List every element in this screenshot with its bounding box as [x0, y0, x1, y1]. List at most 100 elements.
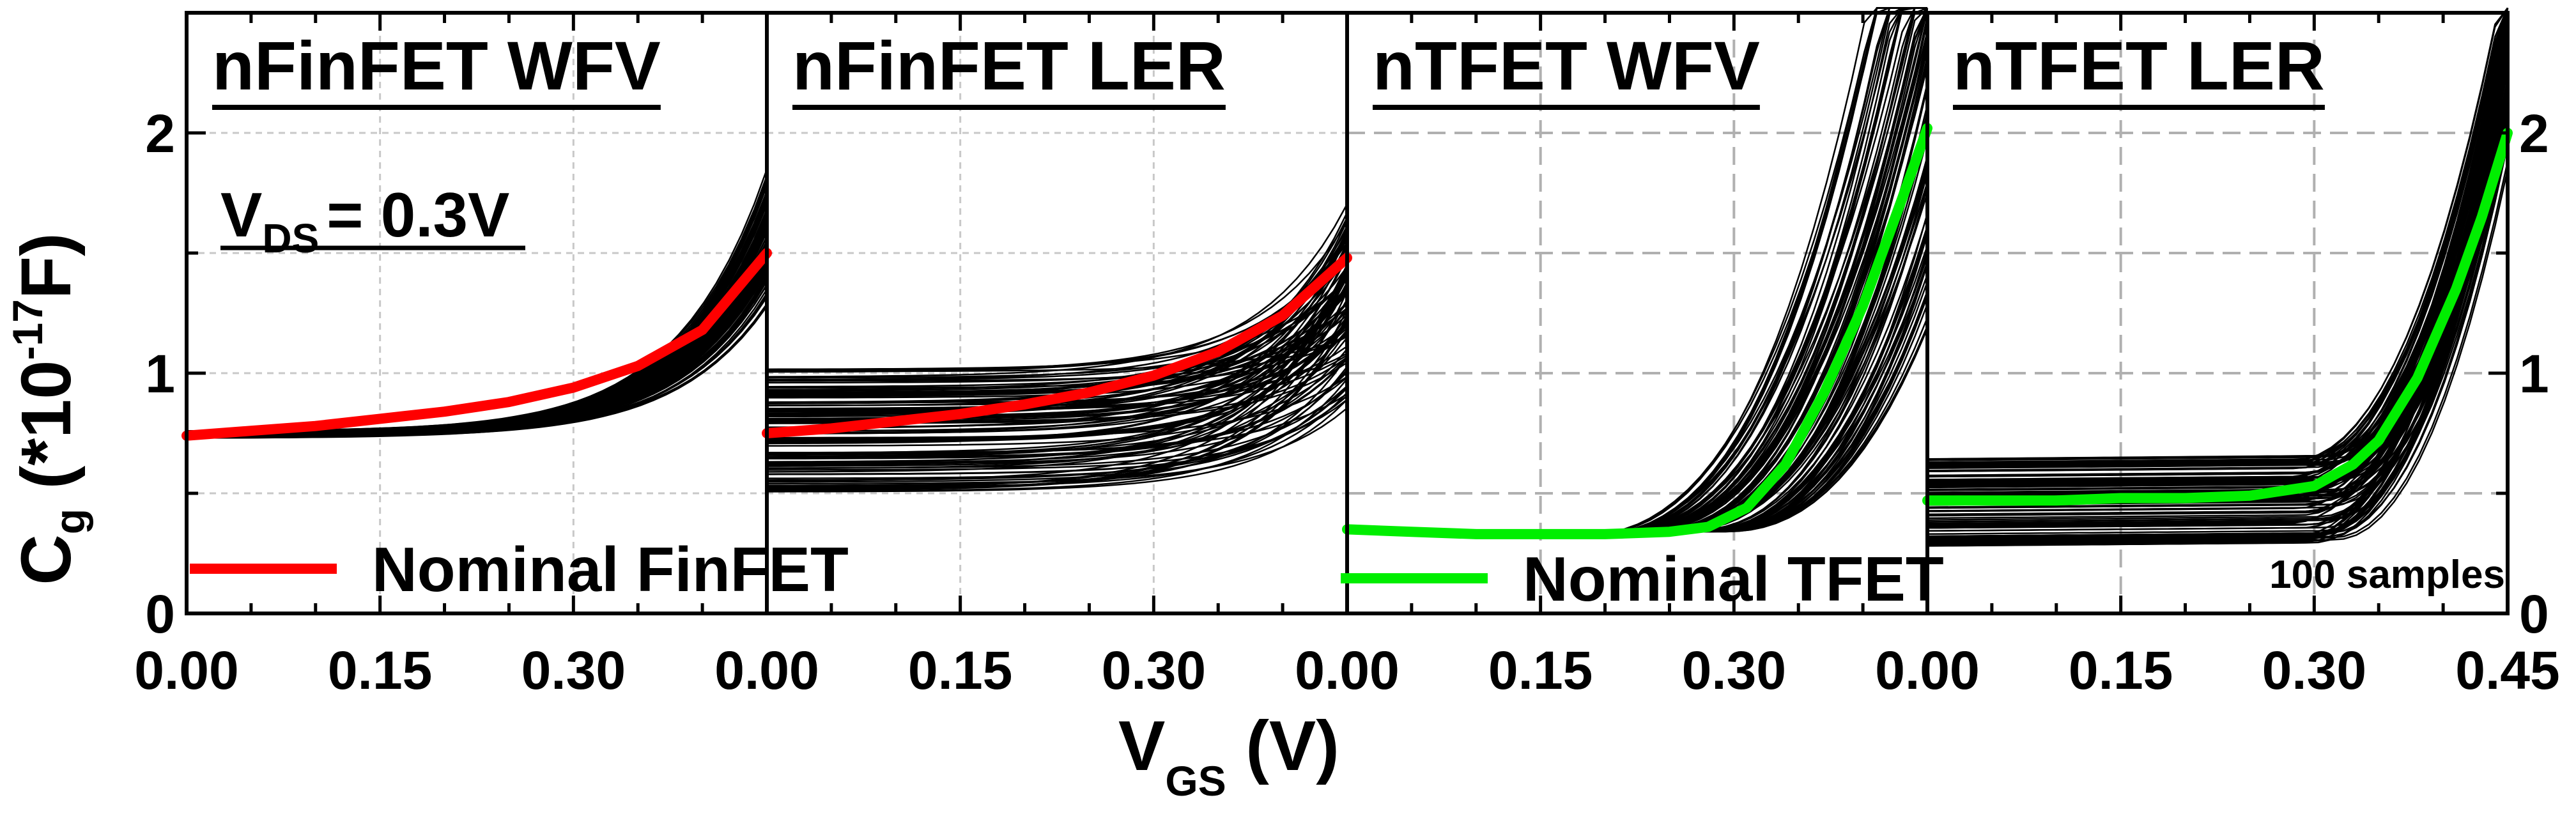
sample-curve-3-43 — [1927, 55, 2509, 461]
sample-curve-1-81 — [766, 355, 1348, 412]
sample-curve-1-94 — [767, 378, 1348, 492]
x-tick-label: 0.00 — [1295, 640, 1400, 700]
sample-curve-1-88 — [767, 303, 1348, 410]
y-axis-title-close: F) — [7, 233, 86, 299]
vds-sub: DS — [262, 215, 319, 261]
sample-curve-1-93 — [766, 284, 1348, 466]
x-tick-label: 0.00 — [1875, 640, 1980, 700]
sample-curve-1-62 — [767, 242, 1348, 372]
x-tick-label: 0.00 — [1295, 640, 1400, 700]
y-axis-title-base: C — [7, 534, 86, 585]
sample-curve-1-50 — [766, 239, 1348, 373]
sample-curve-1-91 — [766, 254, 1348, 392]
sample-curve-3-95 — [1927, 33, 2509, 472]
sample-curve-1-84 — [766, 369, 1348, 481]
x-axis-title-unit: (V) — [1226, 707, 1339, 785]
x-tick-label: 0.45 — [2455, 640, 2560, 700]
sample-curve-1-87 — [767, 309, 1348, 488]
y-axis-title: Cg (*10-17F) — [4, 233, 93, 585]
sample-curve-0-98 — [186, 258, 768, 436]
vds-base: V — [220, 180, 262, 250]
sample-curve-3-1 — [1927, 47, 2509, 516]
sample-curve-3-77 — [1927, 7, 2509, 468]
x-tick-label: 0.15 — [328, 640, 433, 700]
x-tick-label: 0.00 — [134, 640, 239, 700]
sample-curve-1-82 — [767, 358, 1348, 460]
nominal-curve-2 — [1342, 123, 1932, 539]
nominal-curve-3 — [1922, 128, 2513, 506]
sample-curve-3-82 — [1927, 81, 2509, 543]
sample-curve-3-64 — [1927, 47, 2509, 520]
sample-curve-1-76 — [767, 291, 1348, 491]
sample-curve-1-54 — [767, 357, 1348, 459]
x-tick-label: 0.00 — [714, 640, 819, 700]
sample-curve-1-80 — [767, 286, 1348, 420]
sample-curve-3-24 — [1927, 65, 2509, 464]
grid-layer — [187, 13, 2508, 613]
sample-curve-3-29 — [1927, 8, 2509, 465]
x-axis-title-base: V — [1118, 707, 1165, 785]
sample-curve-1-92 — [767, 330, 1348, 467]
y-tick-label-left: 2 — [145, 104, 175, 164]
x-tick-label: 0.15 — [1488, 640, 1593, 700]
sample-curve-3-96 — [1927, 12, 2509, 487]
sample-curve-1-90 — [766, 298, 1348, 470]
sample-curve-1-96 — [767, 321, 1348, 442]
sample-curve-1-44 — [766, 293, 1348, 397]
sample-curve-1-51 — [766, 278, 1348, 435]
x-tick-label: 0.30 — [1102, 640, 1207, 700]
legend-label-0: Nominal FinFET — [372, 534, 849, 604]
x-axis-title: VGS (V) — [1118, 707, 1339, 804]
sample-curve-3-92 — [1927, 46, 2509, 546]
panel-frame-3 — [1925, 11, 2510, 615]
sample-curve-1-95 — [767, 337, 1348, 456]
vds-rest: = 0.3V — [327, 180, 509, 250]
sample-curve-1-83 — [767, 385, 1348, 483]
x-tick-label: 0.15 — [2069, 640, 2173, 700]
frame-layer — [185, 11, 2510, 615]
sample-curve-1-3 — [766, 203, 1348, 378]
sample-curve-3-54 — [1927, 137, 2509, 523]
sample-curve-3-72 — [1927, 161, 2509, 542]
panel-title-0: nFinFET WFV — [212, 27, 661, 104]
sample-curve-1-59 — [766, 266, 1348, 394]
nominal-curve-0 — [181, 248, 772, 441]
x-tick-label: 0.15 — [908, 640, 1013, 700]
panel-title-2: nTFET WFV — [1373, 27, 1760, 104]
sample-curve-1-73 — [766, 238, 1348, 396]
sample-curve-1-36 — [767, 399, 1348, 471]
sample-curve-3-99 — [1927, 144, 2509, 537]
sample-curve-3-94 — [1927, 106, 2509, 509]
x-tick-label: 0.30 — [521, 640, 626, 700]
sample-curve-3-91 — [1927, 8, 2509, 482]
sample-curve-3-75 — [1927, 99, 2509, 495]
sample-curve-1-77 — [766, 256, 1348, 443]
x-axis-title-sub: GS — [1165, 757, 1226, 804]
text-layer: 0.00 0.15 0.30 0.00 nFinFET WFV 0.00 0.15 0.30 0… — [134, 27, 2560, 700]
sample-curve-3-84 — [1927, 91, 2509, 497]
legend-label-1: Nominal TFET — [1523, 544, 1944, 614]
x-tick-label: 0.30 — [1682, 640, 1787, 700]
y-tick-label-right: 1 — [2519, 344, 2549, 404]
vds-annotation: VDS = 0.3V — [220, 180, 509, 261]
y-tick-label-right: 2 — [2519, 104, 2549, 164]
x-tick-label: 0.00 — [714, 640, 819, 700]
sample-count-note: 100 samples — [2269, 553, 2505, 597]
sample-curve-1-79 — [766, 395, 1348, 475]
sample-curve-0-97 — [186, 263, 768, 438]
sample-curve-1-55 — [767, 392, 1348, 488]
sample-curve-3-83 — [1927, 8, 2509, 472]
sample-curve-1-98 — [766, 334, 1348, 382]
sample-curve-3-26 — [1927, 61, 2509, 517]
sample-curve-1-97 — [767, 407, 1348, 485]
x-tick-label: 0.00 — [1875, 640, 1980, 700]
y-tick-label-left: 0 — [145, 584, 175, 644]
sample-curve-3-98 — [1927, 64, 2509, 532]
y-axis-title-open: (*10 — [7, 360, 86, 509]
panel-title-1: nFinFET LER — [792, 27, 1226, 104]
sample-curve-3-79 — [1927, 119, 2509, 545]
x-tick-label: 0.30 — [2262, 640, 2367, 700]
sample-curve-1-72 — [766, 220, 1348, 416]
sample-curve-3-68 — [1927, 70, 2509, 500]
